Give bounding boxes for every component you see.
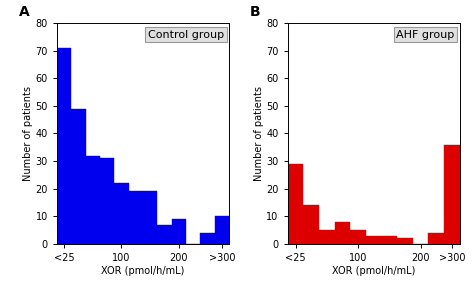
Bar	[319, 230, 335, 244]
Y-axis label: Number of patients: Number of patients	[23, 86, 33, 181]
Bar	[366, 236, 382, 244]
Bar	[100, 158, 114, 244]
Text: AHF group: AHF group	[396, 30, 455, 40]
Bar	[128, 191, 143, 244]
Bar	[172, 219, 186, 244]
Bar	[71, 108, 86, 244]
Bar	[397, 238, 413, 244]
Bar	[303, 205, 319, 244]
Text: Control group: Control group	[148, 30, 224, 40]
X-axis label: XOR (pmol/h/mL): XOR (pmol/h/mL)	[101, 266, 184, 276]
Y-axis label: Number of patients: Number of patients	[254, 86, 264, 181]
Bar	[215, 216, 229, 244]
Bar	[201, 233, 215, 244]
Bar	[335, 222, 350, 244]
Bar	[444, 144, 460, 244]
Bar	[428, 233, 444, 244]
Text: B: B	[250, 5, 261, 19]
Bar	[143, 191, 157, 244]
Bar	[114, 183, 128, 244]
Bar	[86, 156, 100, 244]
Text: A: A	[19, 5, 30, 19]
X-axis label: XOR (pmol/h/mL): XOR (pmol/h/mL)	[332, 266, 415, 276]
Bar	[382, 236, 397, 244]
Bar	[57, 48, 71, 244]
Bar	[157, 225, 172, 244]
Bar	[350, 230, 366, 244]
Bar	[288, 164, 303, 244]
